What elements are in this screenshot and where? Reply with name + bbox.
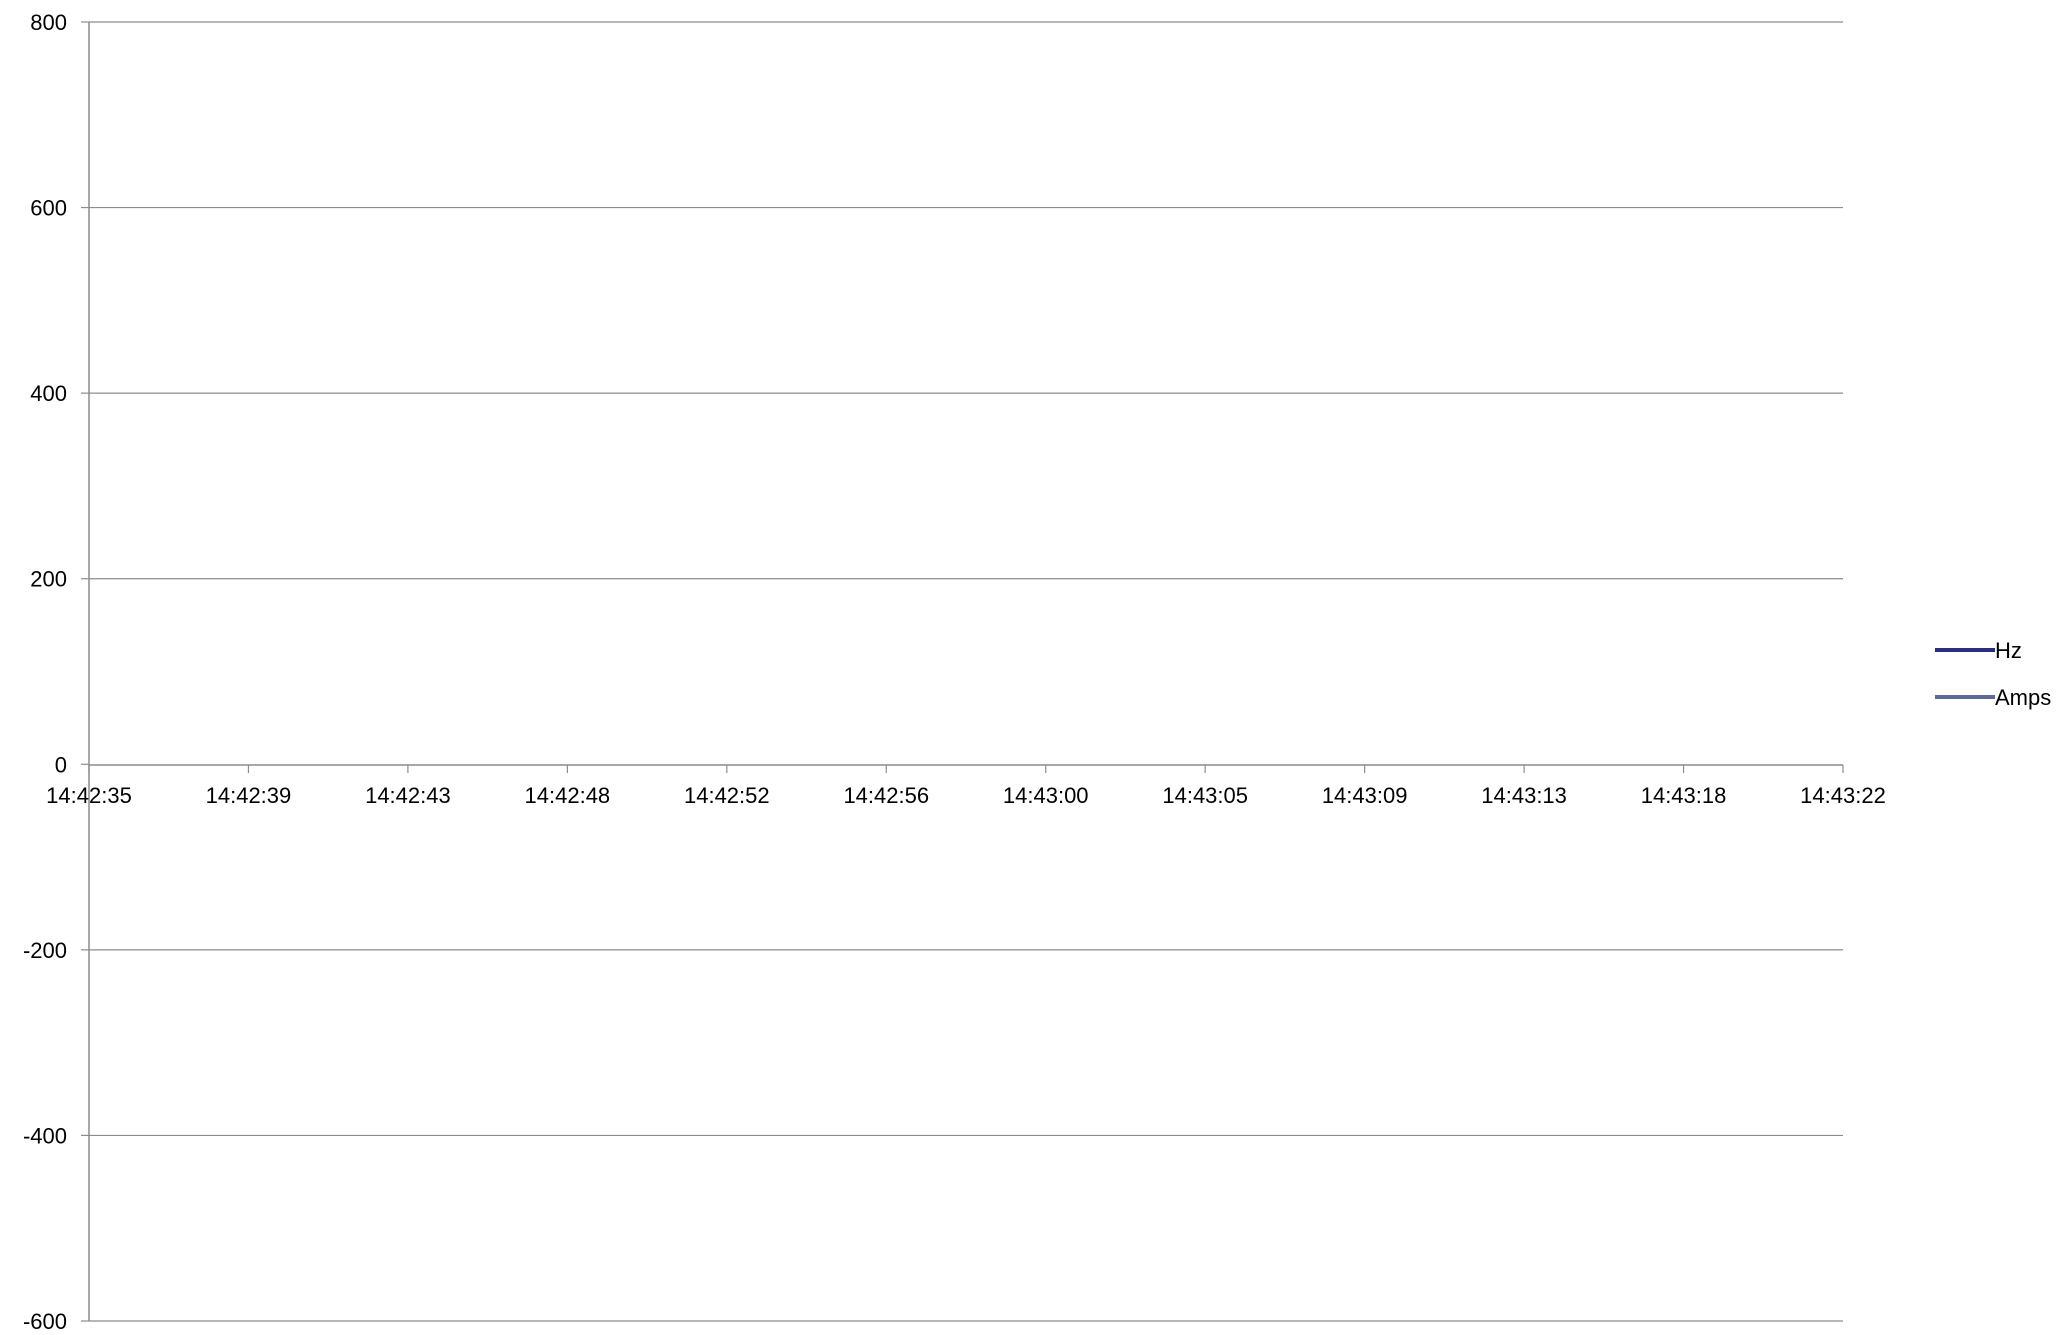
y-tick-label: 600 (30, 196, 67, 221)
x-axis-ticks: 14:42:35 14:42:39 14:42:43 14:42:48 14:42:52… (46, 765, 1886, 808)
x-tick-label: 14:42:39 (206, 783, 292, 808)
x-tick-label: 14:43:09 (1322, 783, 1408, 808)
x-tick-label: 14:42:43 (365, 783, 451, 808)
gridlines (89, 21, 1843, 1322)
x-tick-label: 14:43:05 (1162, 783, 1248, 808)
x-tick-label: 14:42:48 (525, 783, 611, 808)
axes (88, 22, 1843, 1321)
x-tick-label: 14:43:13 (1481, 783, 1567, 808)
y-tick-label: 0 (55, 752, 67, 777)
legend-label-amps: Amps (1995, 685, 2051, 710)
legend: Hz Amps (1935, 638, 2051, 710)
x-tick-label: 14:43:22 (1800, 783, 1886, 808)
y-tick-label: -600 (23, 1309, 67, 1334)
legend-label-hz: Hz (1995, 638, 2022, 663)
y-axis-ticks: 800 600 400 200 0 -200 -400 -600 (23, 10, 89, 1334)
x-tick-label: 14:42:56 (843, 783, 929, 808)
x-tick-label: 14:42:35 (46, 783, 132, 808)
y-tick-label: -400 (23, 1123, 67, 1148)
y-tick-label: 800 (30, 10, 67, 35)
y-tick-label: 200 (30, 567, 67, 592)
y-tick-label: 400 (30, 381, 67, 406)
x-tick-label: 14:43:18 (1641, 783, 1727, 808)
y-tick-label: -200 (23, 938, 67, 963)
x-tick-label: 14:42:52 (684, 783, 770, 808)
x-tick-label: 14:43:00 (1003, 783, 1089, 808)
